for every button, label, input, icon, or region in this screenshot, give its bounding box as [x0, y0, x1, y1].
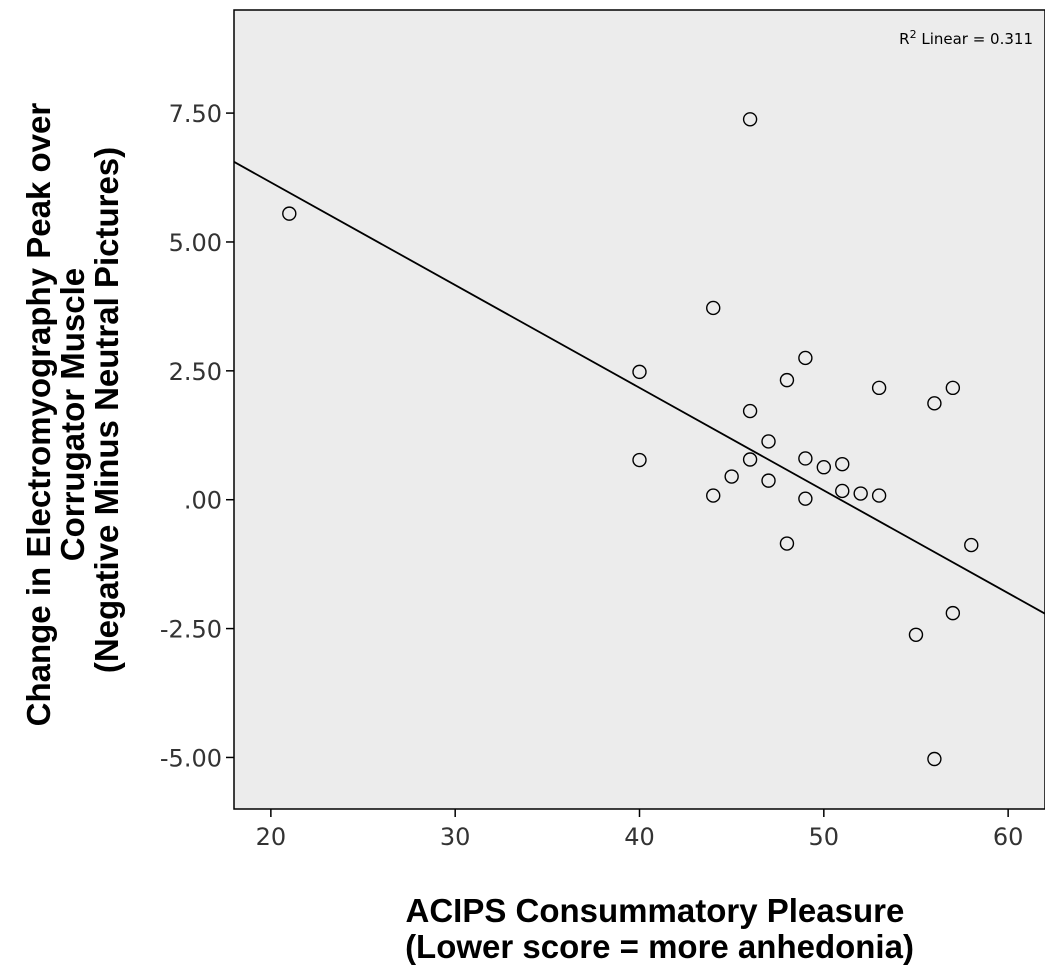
data-point — [871, 380, 887, 396]
data-point — [798, 350, 813, 366]
data-point — [724, 469, 739, 484]
x-tick-label: 20 — [256, 823, 287, 851]
data-point — [853, 486, 868, 501]
x-tick-label: 30 — [440, 823, 471, 851]
data-point — [706, 488, 721, 503]
data-point — [761, 434, 776, 449]
x-tick-label: 50 — [809, 823, 840, 851]
data-point — [816, 460, 832, 475]
data-point — [632, 452, 647, 468]
data-point — [779, 536, 795, 551]
data-point — [779, 372, 795, 388]
y-axis-title-line-3: (Negative Minus Neutral Pictures) — [88, 147, 125, 673]
linear-fit-line — [234, 161, 1045, 615]
r-squared-prefix: R — [899, 30, 909, 48]
x-tick-label: 60 — [993, 823, 1024, 851]
data-point — [927, 396, 942, 411]
data-point — [835, 456, 850, 472]
y-tick-label: 5.00 — [169, 229, 222, 257]
y-axis-title-line-2: Corrugator Muscle — [54, 268, 91, 561]
r-squared-value: Linear = 0.311 — [917, 30, 1033, 48]
y-tick-label: .00 — [184, 487, 222, 515]
x-tick-label: 40 — [624, 823, 655, 851]
data-point — [742, 112, 758, 127]
r-squared-annotation: R2 Linear = 0.311 — [899, 28, 1033, 49]
y-axis-title: Change in Electromyography Peak over Cor… — [20, 94, 125, 727]
data-point — [798, 451, 813, 466]
x-axis-title: ACIPS Consummatory Pleasure (Lower score… — [405, 892, 914, 965]
data-point — [871, 488, 887, 503]
x-axis-title-line-2: (Lower score = more anhedonia) — [405, 928, 914, 965]
data-point — [964, 537, 979, 553]
data-point — [798, 491, 813, 506]
plot-area — [233, 9, 1045, 810]
x-axis-title-line-1: ACIPS Consummatory Pleasure — [406, 892, 905, 929]
r-squared-superscript: 2 — [910, 28, 917, 41]
data-point — [835, 483, 850, 499]
data-point — [761, 473, 776, 488]
data-point — [282, 206, 297, 221]
data-point — [706, 300, 721, 316]
data-point — [927, 751, 942, 767]
y-tick-label: 2.50 — [169, 358, 222, 386]
data-point — [945, 605, 961, 621]
y-tick-label: -5.00 — [160, 744, 222, 772]
data-point — [632, 364, 647, 380]
data-point — [742, 403, 758, 419]
y-axis-title-line-1: Change in Electromyography Peak over — [20, 103, 57, 727]
data-point — [945, 380, 961, 396]
data-point — [908, 627, 924, 642]
y-tick-label: 7.50 — [169, 100, 222, 128]
y-tick-label: -2.50 — [160, 616, 222, 644]
data-point — [742, 452, 758, 467]
